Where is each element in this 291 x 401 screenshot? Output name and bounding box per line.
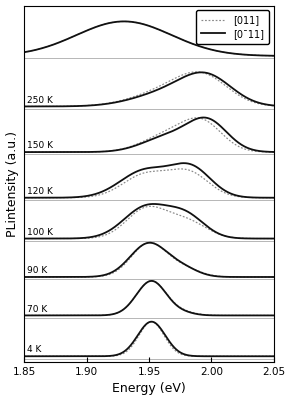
Text: 100 K: 100 K bbox=[26, 228, 53, 237]
Y-axis label: PLintensity (a.u.): PLintensity (a.u.) bbox=[6, 131, 19, 237]
Text: 150 K: 150 K bbox=[26, 141, 53, 150]
X-axis label: Energy (eV): Energy (eV) bbox=[112, 383, 186, 395]
Legend: [011], [0¯11]: [011], [0¯11] bbox=[196, 10, 269, 44]
Text: 70 K: 70 K bbox=[26, 304, 47, 314]
Text: 4 K: 4 K bbox=[26, 345, 41, 354]
Text: 250 K: 250 K bbox=[26, 95, 52, 105]
Text: 120 K: 120 K bbox=[26, 187, 52, 196]
Text: 90 K: 90 K bbox=[26, 266, 47, 275]
